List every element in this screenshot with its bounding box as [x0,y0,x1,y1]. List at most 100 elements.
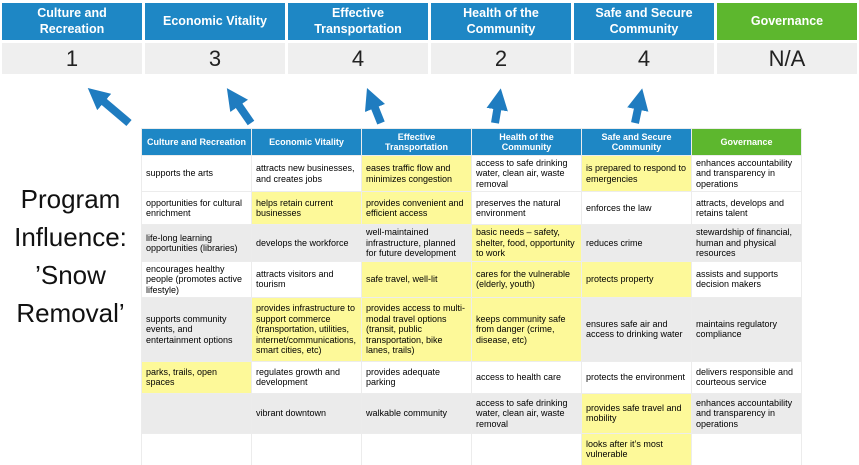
score-transportation: 4 [288,43,428,74]
table-header-row: Culture and Recreation Economic Vitality… [142,129,801,155]
table-row: encourages healthy people (promotes acti… [142,261,801,297]
score-value: 3 [208,45,222,71]
table-cell: helps retain current businesses [252,192,361,225]
table-cell: stewardship of financial, human and phys… [692,225,801,261]
table-cell: develops the workforce [252,225,361,261]
table-cell: attracts visitors and tourism [252,261,361,297]
table-cell [362,433,471,465]
score-value: 2 [494,45,508,71]
table-cell: cares for the vulnerable (elderly, youth… [472,261,581,297]
table-cell: enhances accountability and transparency… [692,156,801,192]
table-cell: life-long learning opportunities (librar… [142,225,251,261]
table-cell: maintains regulatory compliance [692,297,801,361]
category-label: Effective Transportation [314,5,402,36]
table-cell: preserves the natural environment [472,192,581,225]
category-label: Safe and Secure Community [595,5,693,36]
score-value: 1 [65,45,79,71]
table-row: parks, trails, open spaces regulates grow… [142,361,801,393]
table-header-culture: Culture and Recreation [142,129,251,155]
table-cell: encourages healthy people (promotes acti… [142,261,251,297]
table-cell [252,433,361,465]
category-header-culture: Culture and Recreation [2,3,142,40]
table-cell: safe travel, well-lit [362,261,471,297]
table-cell: provides adequate parking [362,361,471,393]
arrow-up-icon [364,87,386,125]
table-cell: supports community events, and entertain… [142,297,251,361]
table-cell: delivers responsible and courteous servi… [692,361,801,393]
influence-table-body: supports the arts attracts new businesses… [142,156,801,465]
title-line: ’Snow [35,260,106,290]
table-cell: access to health care [472,361,581,393]
category-header-economic: Economic Vitality [145,3,285,40]
score-value: 4 [351,45,365,71]
table-row: supports community events, and entertain… [142,297,801,361]
table-cell: assists and supports decision makers [692,261,801,297]
category-header-transportation: Effective Transportation [288,3,428,40]
title-line: Influence: [14,222,127,252]
category-header-health: Health of the Community [431,3,571,40]
table-cell: parks, trails, open spaces [142,361,251,393]
table-header-governance: Governance [692,129,801,155]
table-cell: vibrant downtown [252,393,361,433]
score-safety: 4 [574,43,714,74]
table-row: supports the arts attracts new businesses… [142,156,801,192]
table-cell: supports the arts [142,156,251,192]
table-cell: protects the environment [582,361,691,393]
table-header-economic: Economic Vitality [252,129,361,155]
arrow-up-icon [87,88,132,127]
table-cell: regulates growth and development [252,361,361,393]
table-header-safety: Safe and Secure Community [582,129,691,155]
table-row: opportunities for cultural enrichment hel… [142,192,801,225]
table-cell: ensures safe air and access to drinking … [582,297,691,361]
table-cell [692,433,801,465]
table-cell: is prepared to respond to emergencies [582,156,691,192]
score-economic: 3 [145,43,285,74]
table-cell: walkable community [362,393,471,433]
table-cell: protects property [582,261,691,297]
table-cell: opportunities for cultural enrichment [142,192,251,225]
table-row: vibrant downtown walkable community access… [142,393,801,433]
program-influence-title: Program Influence: ’Snow Removal’ [0,180,141,332]
score-value: 4 [637,45,651,71]
table-header-health: Health of the Community [472,129,581,155]
table-cell: well-maintained infrastructure, planned … [362,225,471,261]
category-header-governance: Governance [717,3,857,40]
category-header-safety: Safe and Secure Community [574,3,714,40]
score-culture: 1 [2,43,142,74]
table-cell [472,433,581,465]
influence-table: Culture and Recreation Economic Vitality… [141,128,802,465]
arrow-up-icon [627,88,649,124]
table-cell: reduces crime [582,225,691,261]
table-cell: keeps community safe from danger (crime,… [472,297,581,361]
category-label: Economic Vitality [163,13,267,28]
table-cell: enforces the law [582,192,691,225]
category-label: Governance [750,13,824,28]
table-header-transportation: Effective Transportation [362,129,471,155]
title-line: Removal’ [16,298,125,328]
table-cell: eases traffic flow and minimizes congest… [362,156,471,192]
table-row: life-long learning opportunities (librar… [142,225,801,261]
table-cell: looks after it’s most vulnerable [582,433,691,465]
score-governance: N/A [717,43,857,74]
table-cell: attracts new businesses, and creates job… [252,156,361,192]
arrow-up-icon [226,88,255,126]
table-cell: provides infrastructure to support comme… [252,297,361,361]
table-cell: attracts, develops and retains talent [692,192,801,225]
category-label: Culture and Recreation [37,5,107,36]
score-health: 2 [431,43,571,74]
table-cell: provides safe travel and mobility [582,393,691,433]
arrow-up-icon [486,88,508,124]
table-cell: access to safe drinking water, clean air… [472,393,581,433]
table-cell: access to safe drinking water, clean air… [472,156,581,192]
table-cell [142,393,251,433]
arrows-group [87,87,649,127]
table-cell: enhances accountability and transparency… [692,393,801,433]
table-cell: basic needs – safety, shelter, food, opp… [472,225,581,261]
table-cell: provides access to multi-modal travel op… [362,297,471,361]
category-label: Health of the Community [463,5,539,36]
table-cell: provides convenient and efficient access [362,192,471,225]
table-cell [142,433,251,465]
title-line: Program [20,184,121,214]
score-value: N/A [768,45,806,71]
